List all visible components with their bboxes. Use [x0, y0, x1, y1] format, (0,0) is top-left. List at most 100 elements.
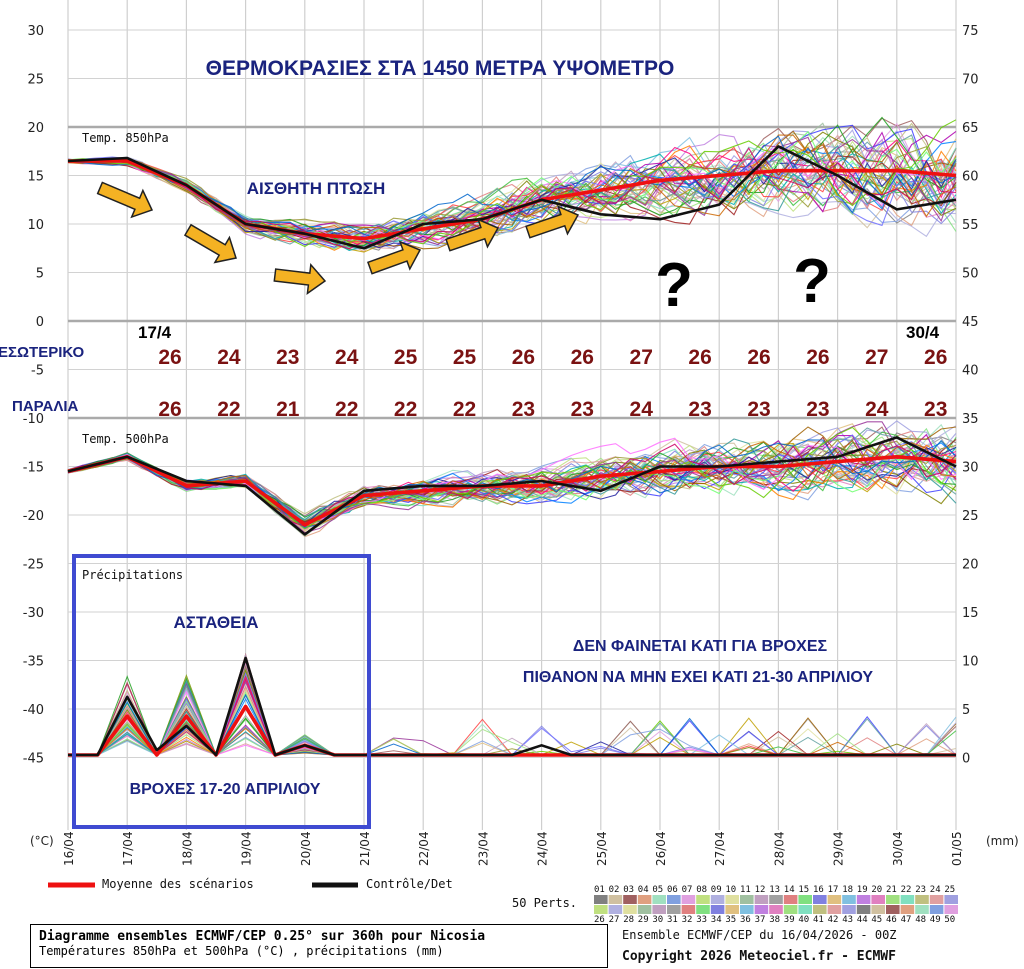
- left-tick-label: -35: [23, 655, 44, 670]
- pert-swatch: [769, 905, 783, 914]
- pert-number: 44: [857, 915, 868, 924]
- pert-swatch: [813, 905, 827, 914]
- pert-swatch: [915, 895, 929, 904]
- pert-number: 20: [871, 885, 882, 895]
- pert-number: 12: [755, 885, 766, 895]
- right-tick-label: 75: [962, 24, 979, 39]
- right-tick-label: 35: [962, 412, 979, 427]
- pert-swatch: [623, 895, 637, 904]
- pert-number: 47: [901, 915, 912, 924]
- pert-number: 11: [740, 885, 751, 895]
- trend-arrow: [273, 263, 327, 295]
- pert-swatch: [944, 905, 958, 914]
- pert-number: 03: [623, 885, 634, 895]
- pert-swatch: [725, 905, 739, 914]
- pert-number: 45: [871, 915, 882, 924]
- row1-value: 27: [865, 346, 888, 369]
- pert-swatch: [929, 895, 944, 904]
- pert-number: 19: [857, 885, 868, 895]
- pert-number: 39: [784, 915, 795, 924]
- pert-number: 16: [813, 885, 824, 895]
- pert-swatch: [900, 895, 915, 904]
- right-tick-label: 60: [962, 170, 979, 185]
- pert-swatch: [667, 895, 681, 904]
- row2-value: 24: [630, 398, 654, 421]
- row1-value: 26: [924, 346, 947, 369]
- pert-number: 34: [711, 915, 722, 924]
- legend-swatches: 01 02 03 04 05 06 07 08 09 10 11 12 13 14 15 16 17 18 19 20…: [48, 882, 958, 924]
- x-tick-label: 01/05: [950, 831, 964, 866]
- ensemble-member-line: [67, 441, 957, 527]
- pert-number: 24: [930, 885, 941, 895]
- pert-swatch: [594, 905, 608, 914]
- trend-arrow: [367, 240, 422, 275]
- pert-number: 28: [623, 915, 634, 924]
- pert-number: 25: [944, 885, 955, 895]
- control-series-line: [67, 145, 957, 250]
- x-tick-label: 17/04: [121, 831, 135, 866]
- trend-arrow: [183, 223, 237, 264]
- pert-number: 08: [696, 885, 707, 895]
- rain-box-label: ΒΡΟΧΕΣ 17-20 ΑΠΡΙΛΙΟΥ: [130, 781, 321, 798]
- ensemble-members: [67, 116, 957, 757]
- pert-swatch: [827, 895, 842, 904]
- pert-swatch: [740, 895, 754, 904]
- row1-value: 26: [512, 346, 535, 369]
- row2-value: 23: [571, 398, 594, 421]
- pert-number: 13: [769, 885, 780, 895]
- pert-swatch: [740, 905, 754, 914]
- ensemble-member-line: [67, 134, 957, 249]
- ensemble-member-line: [67, 147, 957, 250]
- pert-number: 31: [667, 915, 678, 924]
- pert-swatch: [798, 895, 812, 904]
- pert-number: 43: [842, 915, 853, 924]
- pert-number: 40: [798, 915, 809, 924]
- left-tick-label: -5: [31, 364, 44, 379]
- right-tick-label: 5: [962, 703, 970, 718]
- row1-value: 24: [217, 346, 241, 369]
- perts-label: 50 Perts.: [512, 896, 578, 910]
- chart-legend: 01 02 03 04 05 06 07 08 09 10 11 12 13 14 15 16 17 18 19 20…: [0, 870, 1024, 969]
- question-mark: ?: [655, 251, 693, 320]
- x-tick-label: 23/04: [476, 831, 490, 866]
- left-tick-label: 20: [27, 121, 44, 136]
- x-tick-label: 28/04: [772, 831, 786, 866]
- pert-number: 37: [755, 915, 766, 924]
- pert-number: 06: [667, 885, 678, 895]
- x-tick-label: 20/04: [299, 831, 313, 866]
- row2-value: 22: [217, 398, 240, 421]
- pert-number: 22: [901, 885, 912, 895]
- pert-number: 29: [638, 915, 649, 924]
- row1-value: 24: [335, 346, 359, 369]
- x-tick-label: 16/04: [62, 831, 76, 866]
- row1-value: 25: [453, 346, 477, 369]
- right-tick-label: 25: [962, 509, 979, 524]
- pert-swatch: [871, 895, 885, 904]
- left-unit-label: (°C): [30, 834, 54, 848]
- perts-grid: 01 02 03 04 05 06 07 08 09 10 11 12 13 14 15 16 17 18 19 20…: [594, 885, 958, 924]
- right-tick-label: 15: [962, 606, 979, 621]
- question-mark: ?: [793, 247, 831, 316]
- chart-axes: 16/04 17/04 18/04 19/04 20/04 21/04 22/04 23/04…: [23, 24, 1019, 866]
- pert-swatch: [856, 905, 871, 914]
- left-tick-label: 10: [27, 218, 44, 233]
- mean-label: Moyenne des scénarios: [102, 877, 254, 891]
- right-tick-label: 0: [962, 752, 970, 767]
- pert-swatch: [813, 895, 827, 904]
- annotations-overlay: ΘΕΡΜΟΚΡΑΣΙΕΣ ΣΤΑ 1450 ΜΕΤΡΑ ΥΨΟΜΕΤΡΟ ΑΙΣΘ…: [0, 57, 947, 829]
- pert-number: 30: [652, 915, 663, 924]
- pert-number: 35: [725, 915, 736, 924]
- row2-value: 23: [688, 398, 711, 421]
- pert-number: 09: [711, 885, 722, 895]
- pert-swatch: [915, 905, 929, 914]
- left-tick-label: -10: [23, 412, 44, 427]
- x-tick-label: 26/04: [654, 831, 668, 866]
- left-tick-label: -30: [23, 606, 44, 621]
- ensemble-member-line: [67, 145, 957, 239]
- left-tick-label: -15: [23, 461, 44, 476]
- no-rain-line1: ΔΕΝ ΦΑΙΝΕΤΑΙ ΚΑΤΙ ΓΙΑ ΒΡΟΧΕΣ: [573, 638, 828, 655]
- control-series-line: [68, 656, 956, 757]
- x-tick-label: 19/04: [240, 831, 254, 866]
- pert-number: 07: [682, 885, 693, 895]
